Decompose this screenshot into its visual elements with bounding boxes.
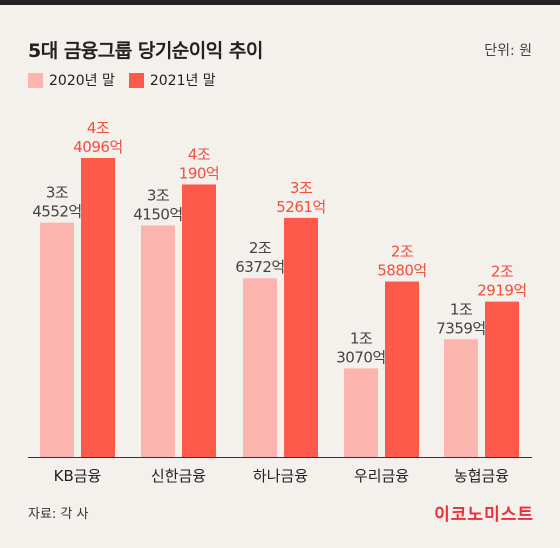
legend-item-2021: 2021년 말 — [128, 70, 216, 90]
unit-label: 단위: 원 — [484, 43, 532, 59]
legend-label-2020: 2020년 말 — [49, 73, 115, 89]
legend-swatch-2021 — [128, 72, 144, 88]
bar-2020-2 — [243, 278, 277, 457]
category-label-2: 하나금융 — [253, 467, 308, 485]
data-label-2020-0-0: 3조 — [46, 184, 69, 202]
category-label-1: 신한금융 — [151, 467, 206, 485]
data-label-2021-2-0: 3조 — [290, 179, 313, 197]
data-label-2021-4-0: 2조 — [491, 263, 514, 281]
legend: 2020년 말 2021년 말 — [28, 70, 230, 90]
data-label-2021-3-0: 2조 — [391, 243, 414, 261]
top-rule — [0, 0, 560, 5]
category-label-0: KB금융 — [54, 467, 102, 485]
data-label-2021-1-1: 190억 — [179, 164, 219, 182]
category-label-3: 우리금융 — [354, 467, 409, 485]
data-label-2020-2-1: 6372억 — [235, 258, 284, 276]
bar-2021-3 — [385, 281, 419, 457]
legend-swatch-2020 — [28, 72, 43, 88]
data-label-2020-4-1: 7359억 — [436, 319, 485, 337]
bar-2021-0 — [81, 158, 115, 457]
data-label-2021-0-0: 4조 — [87, 119, 110, 137]
bar-2021-1 — [182, 184, 216, 457]
data-label-2020-0-1: 4552억 — [32, 203, 81, 221]
data-label-2021-3-1: 5880억 — [377, 262, 426, 280]
bar-2020-3 — [344, 368, 378, 457]
legend-item-2020: 2020년 말 — [28, 70, 115, 90]
data-label-2020-4-0: 1조 — [450, 300, 473, 318]
bar-2020-0 — [40, 222, 74, 457]
bar-2020-4 — [444, 339, 478, 457]
data-label-2021-1-0: 4조 — [188, 145, 211, 163]
brand-logo: 이코노미스트 — [434, 505, 534, 525]
data-label-2021-2-1: 5261억 — [276, 198, 325, 216]
chart-title: 5대 금융그룹 당기순이익 추이 — [28, 40, 263, 62]
category-label-4: 농협금융 — [454, 467, 509, 485]
data-label-2021-4-1: 2919억 — [477, 282, 526, 300]
bar-2020-1 — [141, 225, 175, 457]
legend-label-2021: 2021년 말 — [149, 73, 216, 89]
data-label-2020-1-1: 4150억 — [133, 205, 182, 223]
bar-2021-2 — [284, 217, 318, 457]
data-label-2020-2-0: 2조 — [249, 239, 272, 257]
data-label-2021-0-1: 4096억 — [73, 138, 122, 156]
data-label-2020-3-1: 3070억 — [336, 348, 385, 366]
source-note: 자료: 각 사 — [28, 507, 89, 522]
data-label-2020-3-0: 1조 — [350, 329, 373, 347]
bar-2021-4 — [485, 301, 519, 457]
data-label-2020-1-0: 3조 — [147, 186, 170, 204]
